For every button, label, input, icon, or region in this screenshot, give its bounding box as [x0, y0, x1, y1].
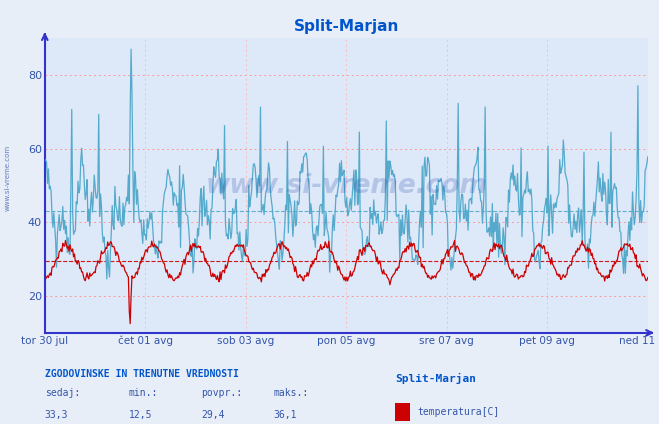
Text: 12,5: 12,5: [129, 410, 152, 420]
Text: 36,1: 36,1: [273, 410, 297, 420]
Text: temperatura[C]: temperatura[C]: [418, 407, 500, 417]
Text: min.:: min.:: [129, 388, 158, 398]
Text: www.si-vreme.com: www.si-vreme.com: [206, 173, 487, 198]
Text: www.si-vreme.com: www.si-vreme.com: [5, 145, 11, 211]
Text: ZGODOVINSKE IN TRENUTNE VREDNOSTI: ZGODOVINSKE IN TRENUTNE VREDNOSTI: [45, 369, 239, 379]
Text: 29,4: 29,4: [201, 410, 225, 420]
Text: sedaj:: sedaj:: [45, 388, 80, 398]
Title: Split-Marjan: Split-Marjan: [294, 19, 399, 34]
Text: Split-Marjan: Split-Marjan: [395, 373, 476, 384]
Text: maks.:: maks.:: [273, 388, 308, 398]
Text: povpr.:: povpr.:: [201, 388, 242, 398]
Text: 33,3: 33,3: [45, 410, 69, 420]
